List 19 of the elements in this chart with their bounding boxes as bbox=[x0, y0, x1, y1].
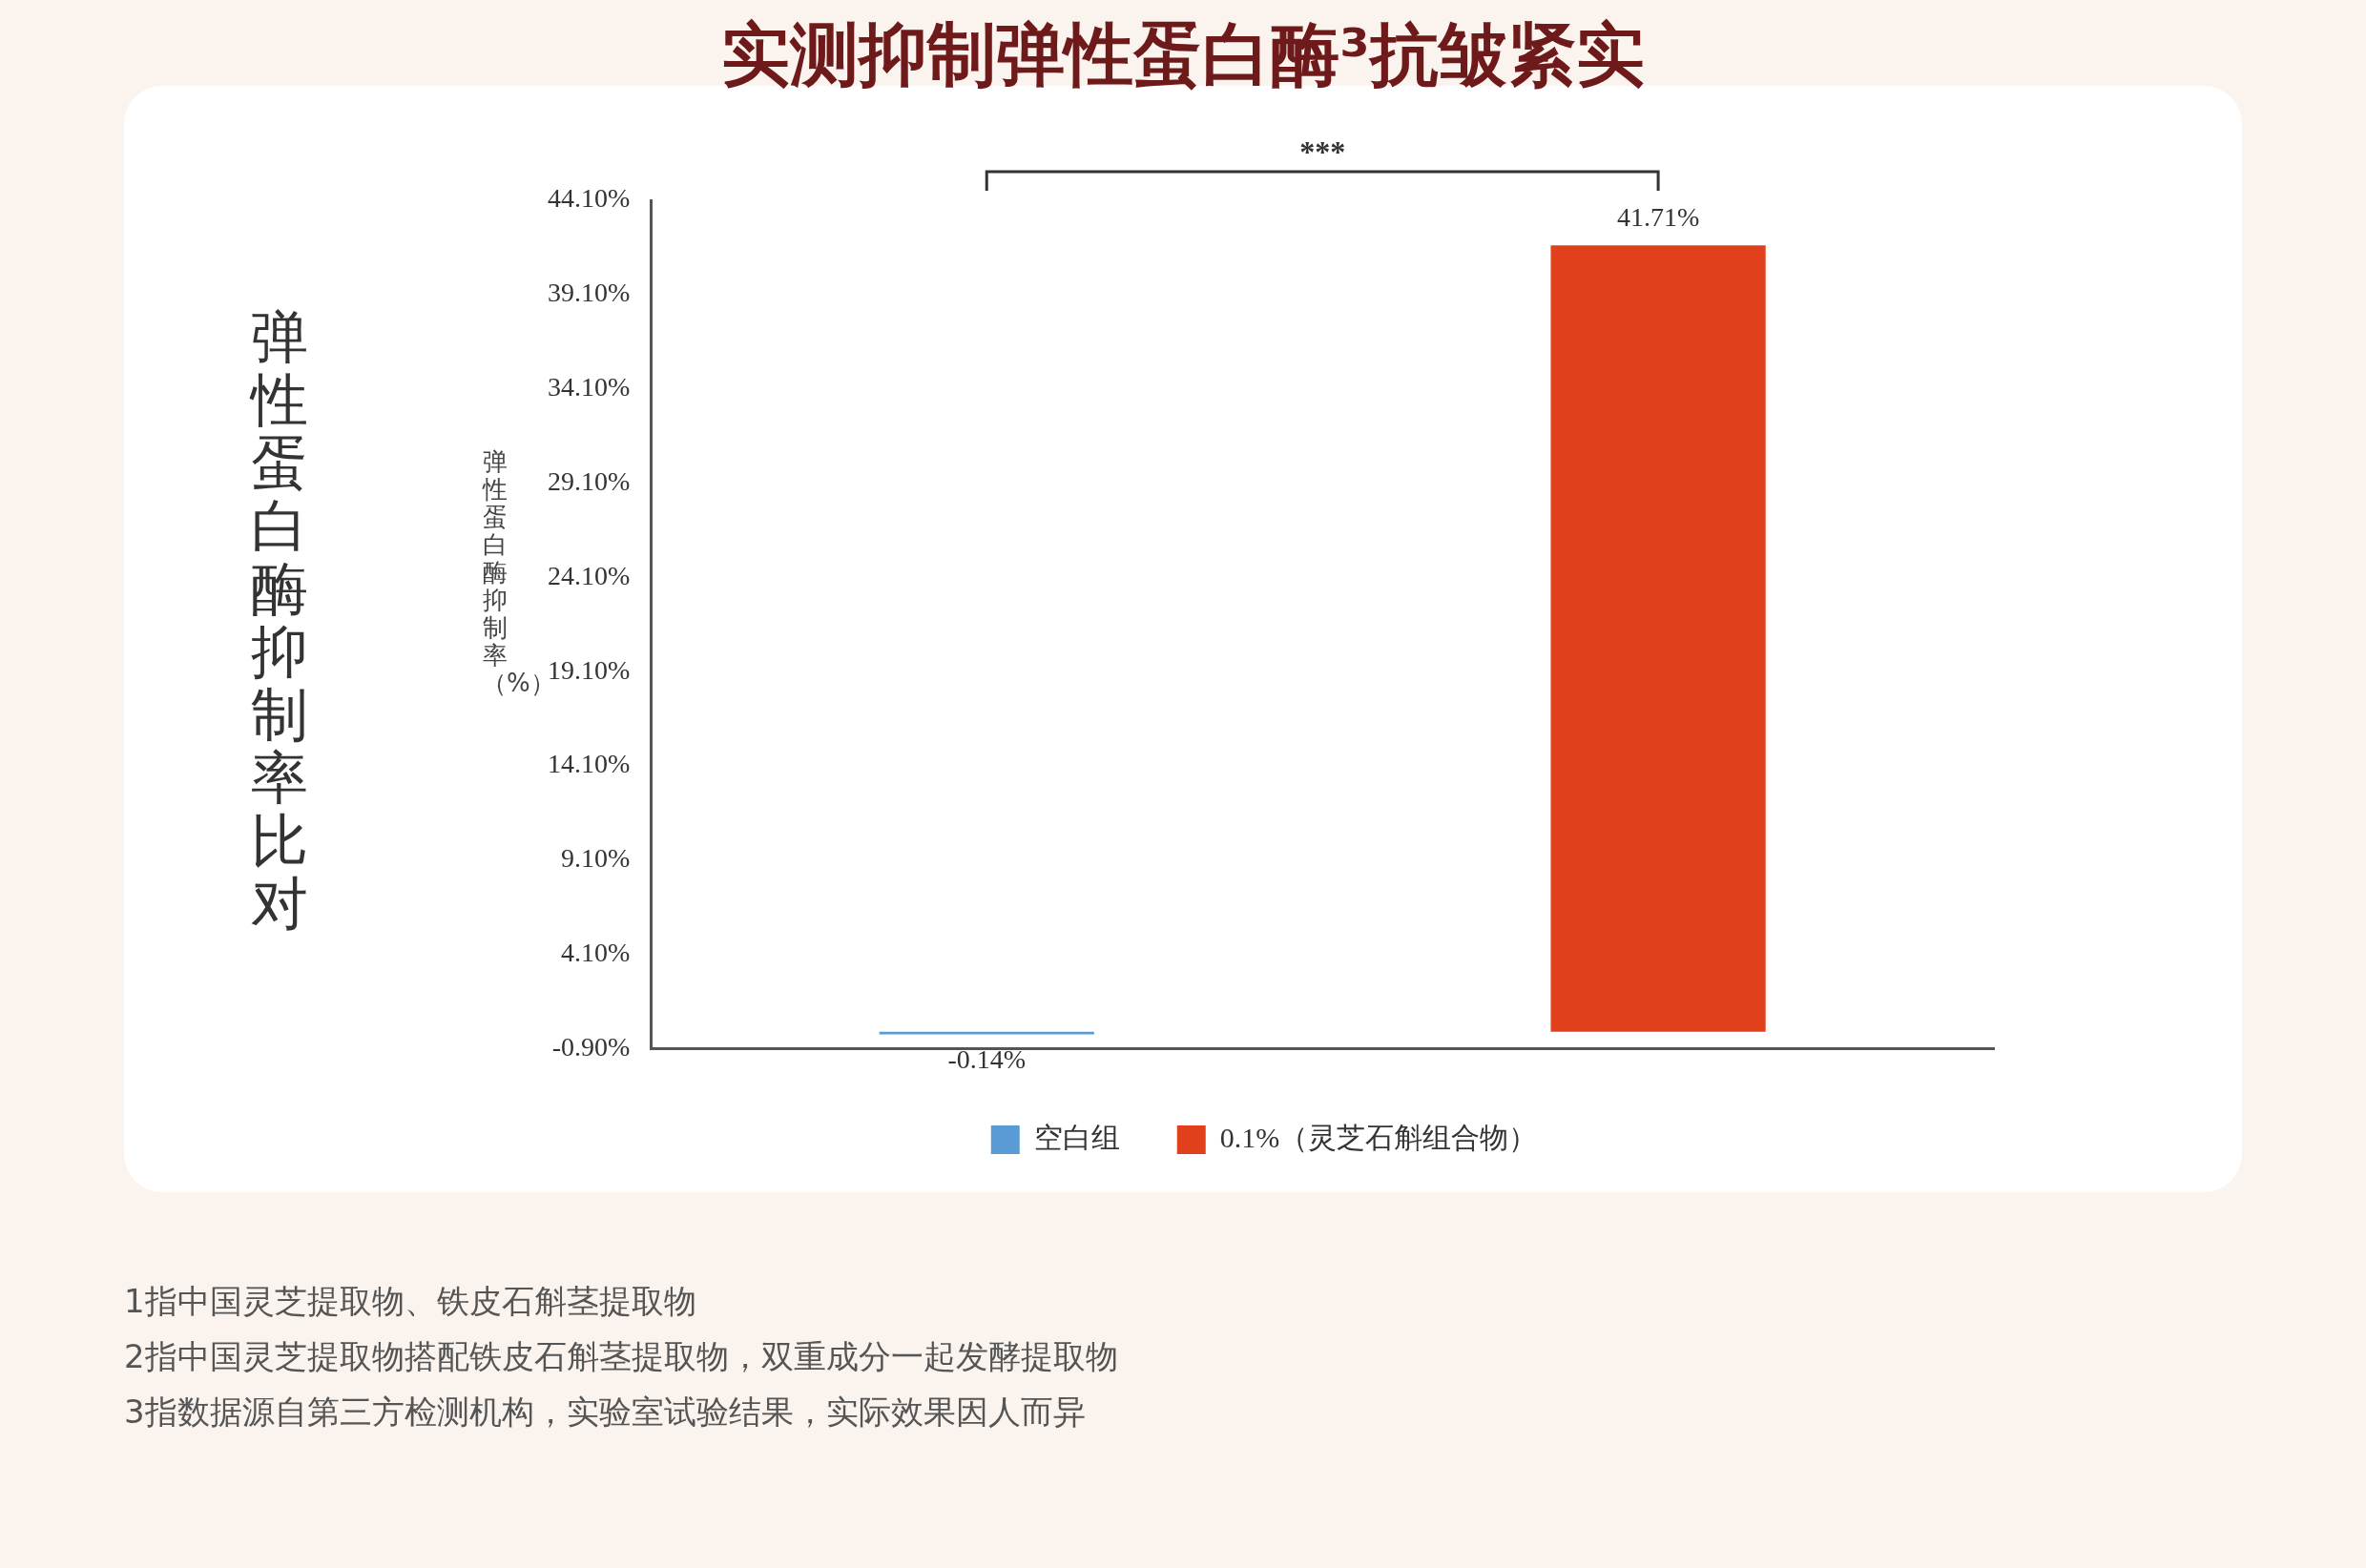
y-tick-label: 44.10% bbox=[548, 183, 631, 214]
y-tick-label: 39.10% bbox=[548, 278, 631, 308]
text: *** bbox=[1299, 134, 1346, 170]
y-tick-label: 9.10% bbox=[561, 843, 631, 874]
legend-label: 0.1%（灵芝石斛组合物） bbox=[1219, 1121, 1538, 1153]
y-tick-label: -0.90% bbox=[551, 1031, 631, 1062]
data-label: -0.14% bbox=[947, 1043, 1027, 1074]
y-tick-label: 4.10% bbox=[561, 938, 631, 968]
text: 1指中国灵芝提取物、铁皮石斛茎提取物 bbox=[124, 1281, 697, 1322]
chart-title: 实测抑制弹性蛋白酶³抗皱紧实 bbox=[720, 13, 1646, 96]
legend-label: 空白组 bbox=[1033, 1121, 1120, 1153]
text: 3指数据源自第三方检测机构，实验室试验结果，实际效果因人而异 bbox=[124, 1392, 1087, 1433]
y-tick-label: 24.10% bbox=[548, 560, 631, 590]
data-label: 41.71% bbox=[1616, 201, 1700, 232]
y-tick-label: 29.10% bbox=[548, 465, 631, 496]
y-tick-label: 34.10% bbox=[548, 372, 631, 402]
text: 2指中国灵芝提取物搭配铁皮石斛茎提取物，双重成分一起发酵提取物 bbox=[124, 1336, 1118, 1377]
text: 弹性蛋白酶抑制率比对 bbox=[251, 303, 308, 937]
y-tick-label: 14.10% bbox=[548, 749, 631, 779]
